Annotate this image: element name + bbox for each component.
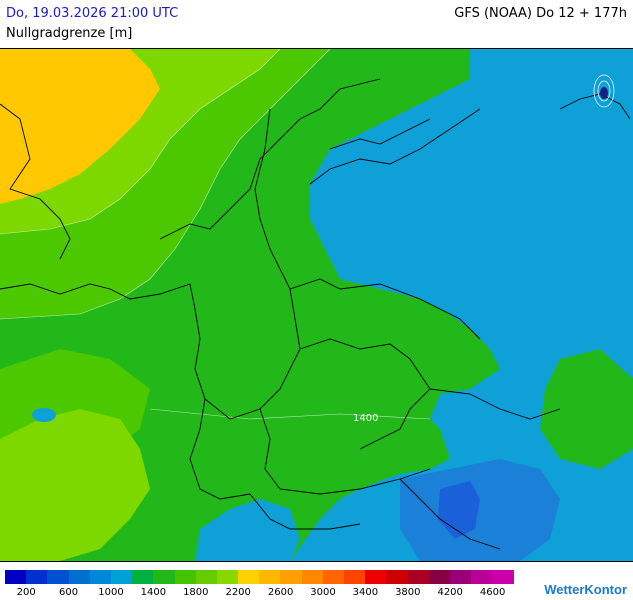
legend-swatch	[259, 570, 280, 584]
legend-swatch	[344, 570, 365, 584]
legend-swatch	[69, 570, 90, 584]
legend-tick-label: 3800	[395, 587, 420, 598]
legend-swatch	[111, 570, 132, 584]
legend-swatch	[280, 570, 301, 584]
legend-swatch	[386, 570, 407, 584]
legend-swatch	[429, 570, 450, 584]
legend-tick-label: 3400	[353, 587, 378, 598]
zone-southeast-blue	[400, 459, 560, 561]
legend-tick-label: 1400	[141, 587, 166, 598]
legend-swatch	[47, 570, 68, 584]
legend-tick-label: 2600	[268, 587, 293, 598]
parameter-title: Nullgradgrenze [m]	[6, 26, 132, 41]
legend-swatch	[323, 570, 344, 584]
color-legend	[5, 570, 514, 584]
wetterkontor-logo: WetterKontor	[544, 582, 627, 597]
legend-swatch	[196, 570, 217, 584]
legend-swatch	[217, 570, 238, 584]
legend-swatch	[90, 570, 111, 584]
low-pressure-core	[600, 87, 608, 99]
legend-tick-label: 2200	[225, 587, 250, 598]
legend-swatch	[175, 570, 196, 584]
legend-swatch	[365, 570, 386, 584]
legend-swatch	[132, 570, 153, 584]
legend-tick-label: 200	[17, 587, 36, 598]
freezing-level-map: 1400	[0, 49, 633, 561]
legend-tick-label: 1000	[98, 587, 123, 598]
zone-blue-spot	[32, 408, 56, 422]
legend-tick-label: 4600	[480, 587, 505, 598]
legend-swatch	[471, 570, 492, 584]
legend-swatch	[238, 570, 259, 584]
legend-swatch	[492, 570, 513, 584]
legend-tick-label: 3000	[310, 587, 335, 598]
legend-tick-label: 4200	[437, 587, 462, 598]
forecast-datetime: Do, 19.03.2026 21:00 UTC	[6, 6, 178, 21]
weather-map: 1400	[0, 48, 633, 562]
model-run-label: GFS (NOAA) Do 12 + 177h	[454, 6, 627, 21]
legend-swatch	[408, 570, 429, 584]
legend-swatch	[450, 570, 471, 584]
legend-tick-label: 600	[59, 587, 78, 598]
legend-tick-label: 1800	[183, 587, 208, 598]
legend-swatch	[302, 570, 323, 584]
legend-swatch	[26, 570, 47, 584]
legend-ticks: 200 600 1000 1400 1800 2200 2600 3000 3400 3800 42…	[5, 587, 515, 600]
contour-label-1400: 1400	[353, 413, 378, 424]
legend-swatch	[5, 570, 26, 584]
legend-swatch	[153, 570, 174, 584]
